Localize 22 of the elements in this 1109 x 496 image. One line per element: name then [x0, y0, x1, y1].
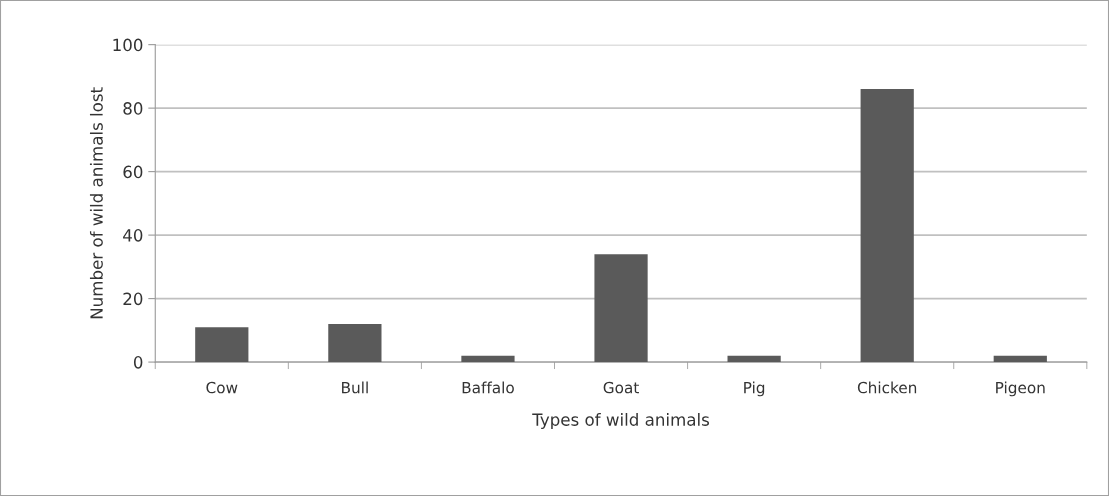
- bar: [461, 355, 515, 363]
- bar: [195, 327, 249, 363]
- x-tick-label: Goat: [603, 381, 639, 394]
- x-tick-label: Cow: [206, 381, 238, 394]
- bar: [993, 355, 1047, 363]
- x-tick-label: Bull: [342, 381, 368, 394]
- x-axis-title: Types of wild animals: [532, 412, 710, 430]
- bar: [328, 323, 382, 363]
- y-tick-label: 80: [123, 102, 143, 115]
- x-tick-label: Chicken: [857, 381, 917, 394]
- y-tick-label: 40: [123, 229, 143, 242]
- bar: [594, 254, 648, 363]
- bar: [860, 89, 914, 363]
- y-tick-label: 20: [123, 292, 143, 306]
- x-tick-label: Baffalo: [462, 381, 514, 394]
- x-tick-label: Pig: [744, 381, 765, 397]
- y-tick-label: 100: [113, 38, 143, 52]
- y-tick-label: 60: [123, 165, 143, 179]
- x-tick-label: Pigeon: [996, 381, 1045, 397]
- bar: [727, 355, 781, 363]
- y-axis-title: Number of wild animals lost: [89, 87, 103, 319]
- y-tick-label: 0: [133, 356, 143, 369]
